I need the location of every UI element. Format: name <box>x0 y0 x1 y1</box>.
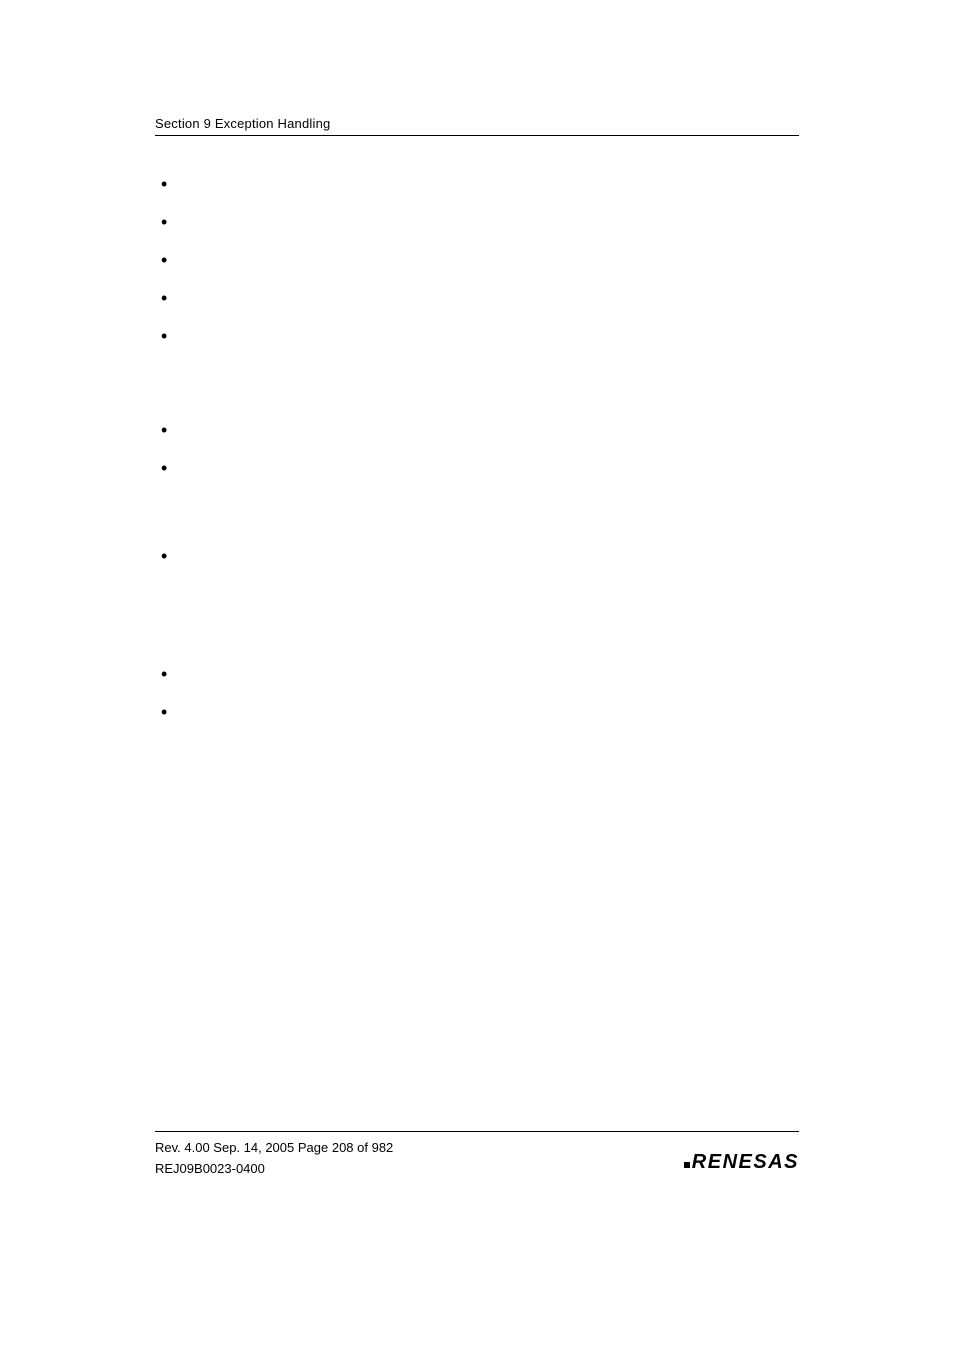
spacer <box>155 586 799 666</box>
spacer <box>155 498 799 548</box>
logo-text: RENESAS <box>692 1151 799 1173</box>
list-item <box>155 252 799 266</box>
bullet-group-4 <box>155 666 799 718</box>
list-item <box>155 548 799 562</box>
list-item <box>155 290 799 304</box>
list-item <box>155 666 799 680</box>
list-item <box>155 214 799 228</box>
header-section-title: Section 9 Exception Handling <box>155 116 799 131</box>
list-item <box>155 460 799 474</box>
list-item <box>155 328 799 342</box>
list-item <box>155 176 799 190</box>
logo-dot-icon <box>684 1162 690 1168</box>
bullet-group-1 <box>155 176 799 342</box>
bullet-group-3 <box>155 548 799 562</box>
list-item <box>155 704 799 718</box>
footer-row: Rev. 4.00 Sep. 14, 2005 Page 208 of 982 … <box>155 1140 799 1176</box>
page-footer: Rev. 4.00 Sep. 14, 2005 Page 208 of 982 … <box>155 1131 799 1176</box>
footer-left-block: Rev. 4.00 Sep. 14, 2005 Page 208 of 982 … <box>155 1140 393 1176</box>
footer-document-id: REJ09B0023-0400 <box>155 1161 393 1176</box>
page-header: Section 9 Exception Handling <box>155 116 799 136</box>
bullet-group-2 <box>155 422 799 474</box>
footer-rule <box>155 1131 799 1132</box>
page-container: Section 9 Exception Handling Rev. 4.00 S… <box>0 0 954 1351</box>
renesas-logo: RENESAS <box>684 1151 799 1174</box>
spacer <box>155 366 799 422</box>
footer-revision-text: Rev. 4.00 Sep. 14, 2005 Page 208 of 982 <box>155 1140 393 1155</box>
list-item <box>155 422 799 436</box>
